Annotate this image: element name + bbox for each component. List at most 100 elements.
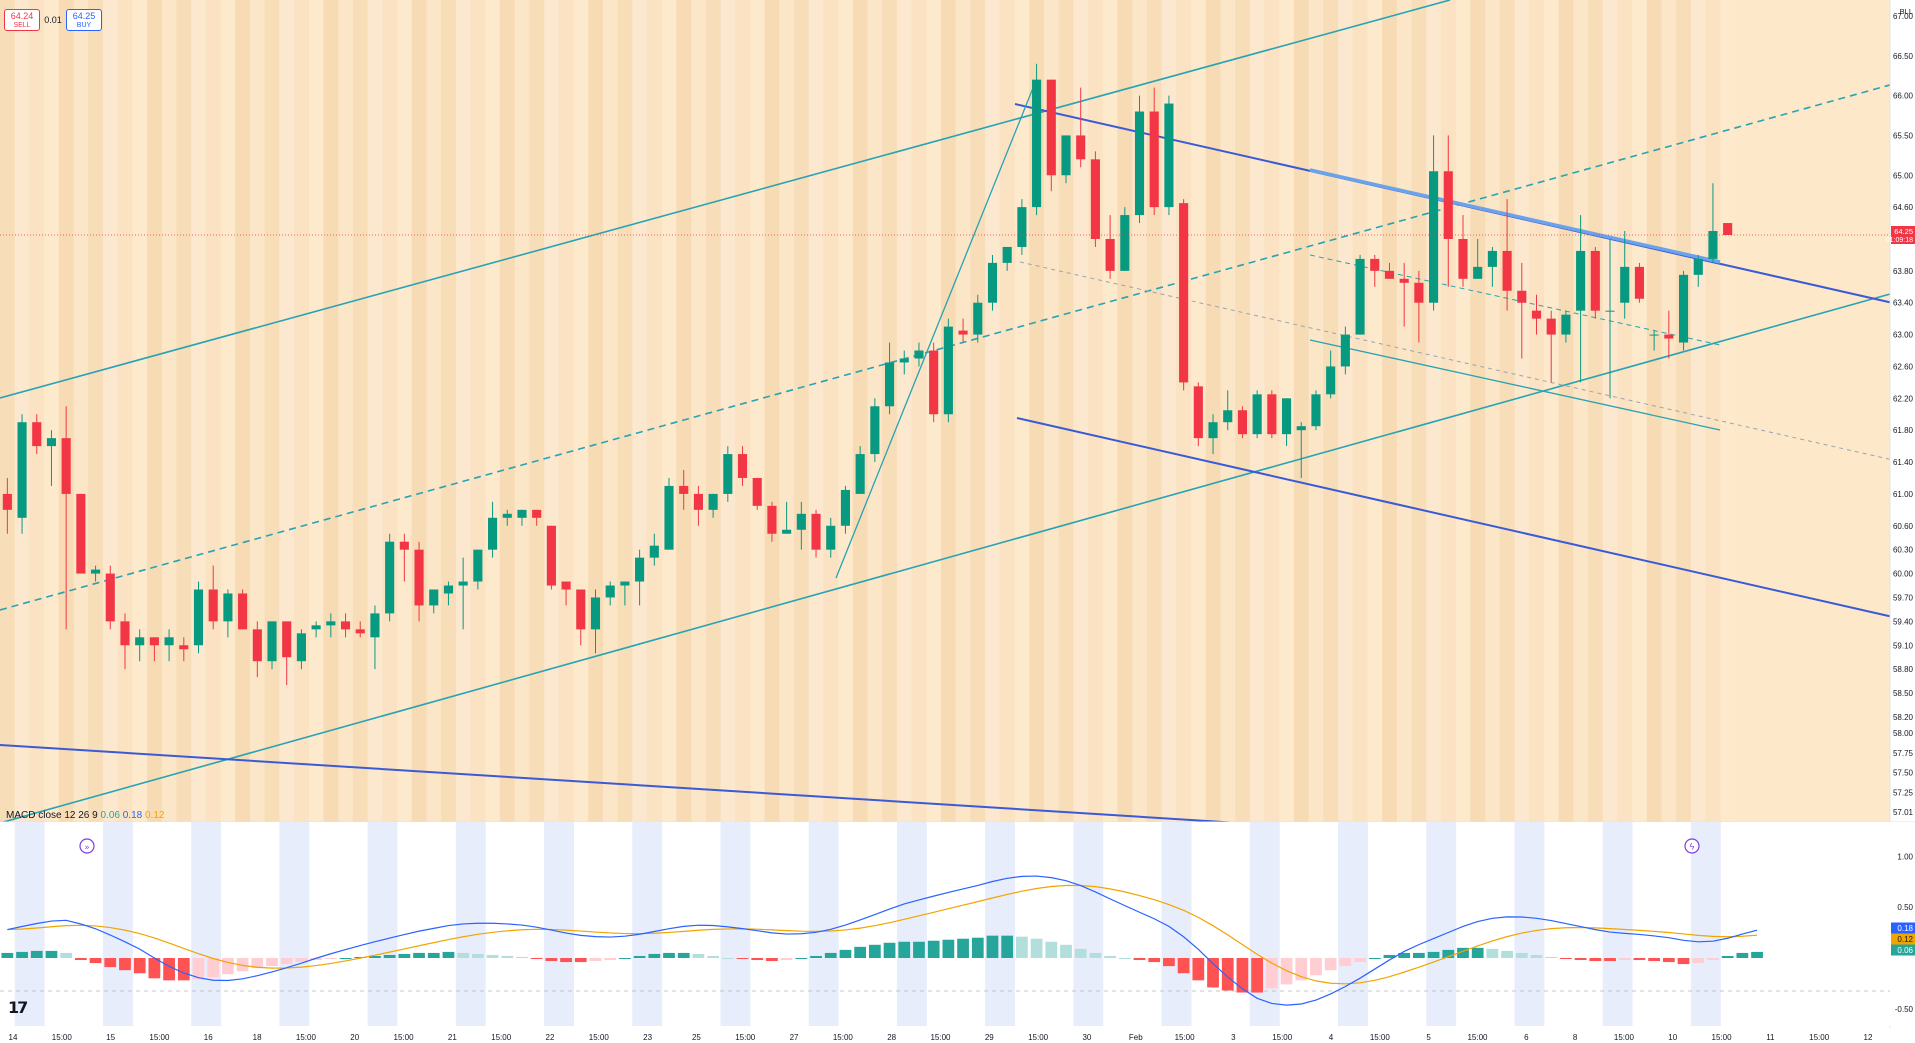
price-tick-label: 61.00 xyxy=(1893,490,1914,499)
candle-body xyxy=(1429,171,1439,303)
macd-hist-bar xyxy=(60,952,73,958)
macd-hist-bar xyxy=(236,958,249,972)
price-tick-label: 58.00 xyxy=(1893,729,1914,738)
session-stripe xyxy=(926,0,942,850)
macd-hist-bar xyxy=(207,958,220,978)
events-icon[interactable]: ϟ xyxy=(1684,838,1700,854)
sell-button[interactable]: 64.24 SELL xyxy=(4,9,40,31)
macd-hist-bar xyxy=(1501,950,1513,958)
candle-body xyxy=(1634,266,1644,299)
macd-hist-bar xyxy=(1118,958,1131,959)
macd-hist-bar xyxy=(1442,949,1455,958)
session-stripe xyxy=(1146,0,1163,850)
candle-body xyxy=(1032,79,1042,208)
candle-body xyxy=(914,350,924,359)
session-stripe xyxy=(44,0,60,850)
time-tick-label: 15:00 xyxy=(491,1033,512,1042)
candle-body xyxy=(649,545,659,558)
candle-body xyxy=(1678,274,1689,343)
candle-body xyxy=(1620,266,1630,303)
macd-hist-bar xyxy=(30,950,43,958)
time-tick-label: 15:00 xyxy=(1467,1033,1488,1042)
price-tick-label: 59.70 xyxy=(1893,593,1914,602)
macd-hist-bar xyxy=(1060,944,1072,958)
macd-hist-bar xyxy=(633,955,646,958)
macd-session-stripe xyxy=(646,822,663,1026)
macd-hist-bar xyxy=(383,954,396,958)
time-tick-label: 5 xyxy=(1426,1033,1431,1042)
candle-body xyxy=(532,509,542,518)
macd-hist-bar xyxy=(310,958,323,961)
last-price-badge xyxy=(1891,226,1915,245)
macd-hist-bar xyxy=(251,958,264,969)
macd-legend[interactable]: MACD close 12 26 9 0.06 0.18 0.12 xyxy=(6,810,164,821)
macd-hist-bar xyxy=(1104,955,1116,958)
macd-hist-bar xyxy=(1721,955,1734,958)
go-to-realtime-icon[interactable]: » xyxy=(79,838,95,854)
session-stripe xyxy=(705,0,721,850)
macd-hist-bar xyxy=(192,958,205,980)
session-stripe xyxy=(352,0,369,850)
candle-body xyxy=(752,477,762,506)
candle-body xyxy=(1649,334,1659,336)
tradingview-logo-icon[interactable]: 𝟭𝟳 xyxy=(8,1000,28,1017)
price-tick-label: 57.01 xyxy=(1893,808,1914,817)
macd-hist-bar xyxy=(1324,958,1337,971)
macd-hist-bar xyxy=(824,952,837,958)
time-tick-label: 15:00 xyxy=(296,1033,317,1042)
candle-body xyxy=(1002,246,1012,263)
macd-hist-bar xyxy=(545,958,558,962)
candle-body xyxy=(1281,398,1292,435)
session-stripe xyxy=(1338,0,1354,850)
buy-button[interactable]: 64.25 BUY xyxy=(66,9,102,31)
macd-hist-bar xyxy=(1589,958,1602,962)
inner-channel-lower xyxy=(1309,339,1721,431)
candle-body xyxy=(517,509,527,518)
candle-body xyxy=(17,422,27,518)
candle-body xyxy=(693,493,703,510)
macd-hist-bar xyxy=(1574,958,1587,961)
time-tick-label: 23 xyxy=(643,1033,652,1042)
macd-hist-bar xyxy=(1604,958,1616,962)
macd-hist-bar xyxy=(133,958,146,974)
candle-body xyxy=(1164,103,1174,208)
macd-hist-bar xyxy=(427,952,440,958)
macd-hist-bar xyxy=(1530,954,1543,958)
candle-body xyxy=(502,513,512,518)
macd-hist-bar xyxy=(471,953,484,958)
macd-hist-bar xyxy=(1736,952,1749,958)
session-stripe xyxy=(808,0,824,850)
candle-body xyxy=(443,585,454,594)
candle-body xyxy=(179,645,189,650)
macd-hist-bar xyxy=(1133,958,1146,961)
candle-body xyxy=(929,350,939,415)
candles xyxy=(2,63,1733,686)
candle-body xyxy=(782,529,792,534)
time-tick-label: 18 xyxy=(253,1033,262,1042)
session-stripe xyxy=(382,0,398,850)
macd-value-label: 0.06 xyxy=(1897,946,1913,955)
session-stripe xyxy=(573,0,589,850)
macd-hist-bar xyxy=(339,958,352,959)
time-tick-label: 6 xyxy=(1524,1033,1529,1042)
session-stripe xyxy=(1088,0,1104,850)
candle-body xyxy=(590,597,601,630)
candle-body xyxy=(884,362,895,407)
macd-hist-bar xyxy=(1001,935,1014,958)
time-tick-label: 21 xyxy=(448,1033,457,1042)
macd-pane-background xyxy=(0,822,1890,1026)
macd-hist-bar xyxy=(1412,952,1425,958)
session-stripe xyxy=(852,0,868,850)
macd-hist-bar xyxy=(1662,958,1675,963)
session-stripe xyxy=(1382,0,1398,850)
time-tick-label: 27 xyxy=(790,1033,799,1042)
time-tick-label: 11 xyxy=(1766,1033,1775,1042)
candle-body xyxy=(899,358,909,363)
price-tick-label: 63.40 xyxy=(1893,299,1914,308)
price-tick-label: 58.50 xyxy=(1893,689,1914,698)
price-axis-background xyxy=(1890,0,1915,850)
candle-body xyxy=(76,493,86,574)
price-tick-label: 60.30 xyxy=(1893,546,1914,555)
session-stripe xyxy=(1176,0,1192,850)
